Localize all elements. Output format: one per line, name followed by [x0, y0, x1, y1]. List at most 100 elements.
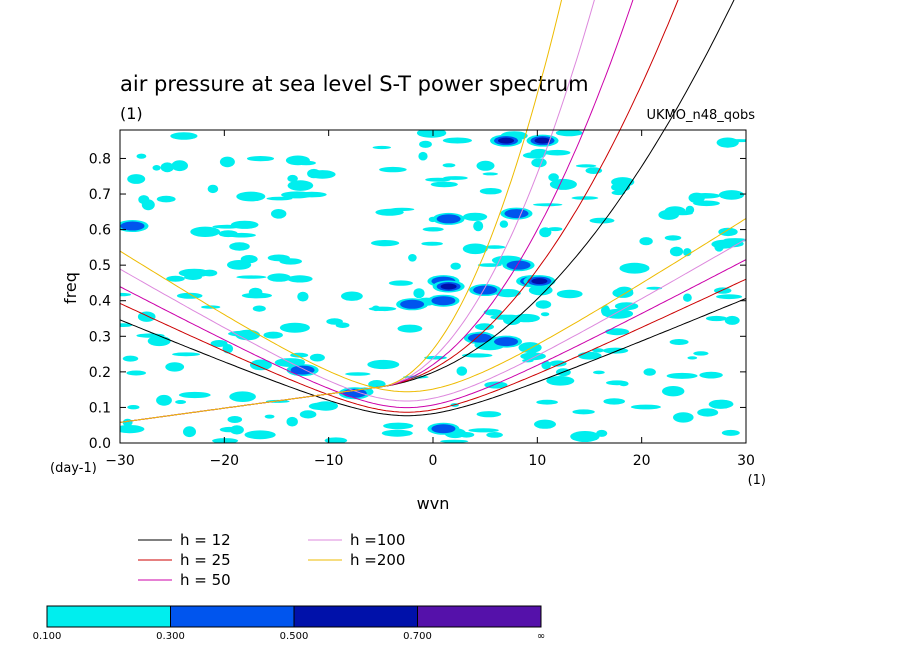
contour-patch: [430, 181, 458, 188]
contour-patch: [699, 371, 723, 379]
contour-patch: [630, 404, 662, 410]
color-scale-swatch: [46, 605, 171, 628]
contour-patch: [127, 405, 140, 410]
contour-patch: [248, 287, 263, 297]
contour-core: [431, 296, 456, 306]
x-axis-ticks: −30 −20 −10 0 10 20 30: [105, 130, 755, 469]
contour-patch: [724, 240, 744, 248]
contour-patch: [246, 156, 275, 162]
contour-patch: [721, 429, 740, 436]
color-scale-label: 0.700: [403, 631, 432, 642]
contour-patch: [264, 414, 275, 419]
contour-patch: [367, 359, 400, 370]
contour-patch: [120, 323, 133, 327]
contour-core: [440, 283, 457, 290]
contour-patch: [299, 410, 317, 419]
x-axis-label: wvn: [417, 494, 450, 513]
contour-patch: [690, 193, 721, 199]
contour-patch: [522, 152, 546, 159]
dispersion-curve-lower: [119, 0, 563, 423]
contour-patch: [379, 307, 390, 312]
contour-patch: [544, 149, 571, 156]
contour-patch: [287, 275, 313, 283]
contour-patch: [718, 190, 745, 200]
contour-patch: [716, 137, 739, 148]
contour-patch: [267, 254, 290, 262]
contour-patch: [456, 366, 468, 376]
contour-patch: [535, 300, 552, 309]
contour-patch: [664, 235, 682, 241]
contour-core: [494, 337, 519, 347]
contour-patch: [705, 315, 728, 322]
contour-patch: [532, 158, 547, 166]
contour-patch: [605, 328, 630, 336]
dispersion-curve-upper: [119, 238, 747, 402]
contour-patch: [324, 437, 348, 443]
contour-patch: [296, 160, 316, 166]
contour-patch: [207, 184, 219, 194]
contour-patch: [495, 289, 521, 298]
contour-patch: [547, 227, 563, 232]
contour-patch: [499, 220, 509, 228]
dispersion-curve-upper: [119, 259, 747, 409]
contour-patch: [240, 255, 258, 264]
contour-patch: [267, 273, 291, 282]
contour-patch: [212, 438, 239, 443]
y-axis-label: freq: [61, 272, 80, 304]
x-tick-label: −30: [105, 453, 135, 469]
contour-patch: [440, 439, 469, 443]
contour-patch: [326, 318, 343, 325]
legend-label: h =200: [350, 551, 405, 569]
contour-patch: [252, 305, 266, 312]
contour-patch: [687, 356, 698, 360]
contour-patch: [556, 289, 583, 299]
contour-patch: [227, 232, 256, 238]
contour-patch: [450, 262, 461, 270]
contour-fill-layer: [120, 130, 746, 443]
contour-patch: [212, 224, 242, 229]
contour-patch: [603, 398, 625, 405]
contour-patch: [708, 399, 733, 409]
contour-patch: [611, 177, 635, 187]
color-scale-swatch: [293, 605, 418, 628]
contour-patch: [416, 130, 447, 138]
contour-patch: [219, 426, 239, 433]
contour-core: [400, 299, 425, 309]
contour-patch: [476, 160, 495, 171]
contour-patch: [389, 207, 415, 211]
contour-patch: [724, 315, 740, 325]
contour-patch: [297, 291, 309, 302]
contour-patch: [371, 305, 381, 312]
contour-core: [120, 221, 145, 231]
contour-patch: [249, 359, 272, 371]
contour-patch: [178, 391, 211, 399]
contour-patch: [502, 314, 522, 325]
contour-patch: [669, 246, 684, 257]
dispersion-curve-upper: [119, 298, 747, 417]
contour-patch: [244, 430, 276, 440]
contour-patch: [458, 432, 475, 438]
contour-patch: [309, 353, 325, 362]
contour-patch: [534, 419, 556, 429]
contour-patch: [263, 331, 283, 339]
contour-patch: [442, 137, 472, 144]
color-scale-swatch: [417, 605, 542, 628]
contour-patch: [666, 372, 698, 379]
legend-label: h = 12: [180, 531, 231, 549]
contour-patch: [156, 394, 172, 406]
contour-patch: [421, 241, 443, 246]
contour-patch: [136, 333, 165, 338]
y-tick-label: 0.2: [89, 365, 111, 381]
contour-patch: [127, 174, 146, 184]
contour-core: [290, 365, 315, 375]
chart-subtitle-left: (1): [120, 104, 143, 123]
contour-patch: [236, 191, 266, 202]
contour-patch: [533, 203, 563, 207]
contour-patch: [482, 172, 498, 176]
contour-patch: [397, 324, 423, 333]
contour-patch: [287, 180, 314, 191]
contour-patch: [593, 370, 605, 375]
contour-patch: [673, 412, 694, 423]
contour-patch: [271, 209, 287, 219]
